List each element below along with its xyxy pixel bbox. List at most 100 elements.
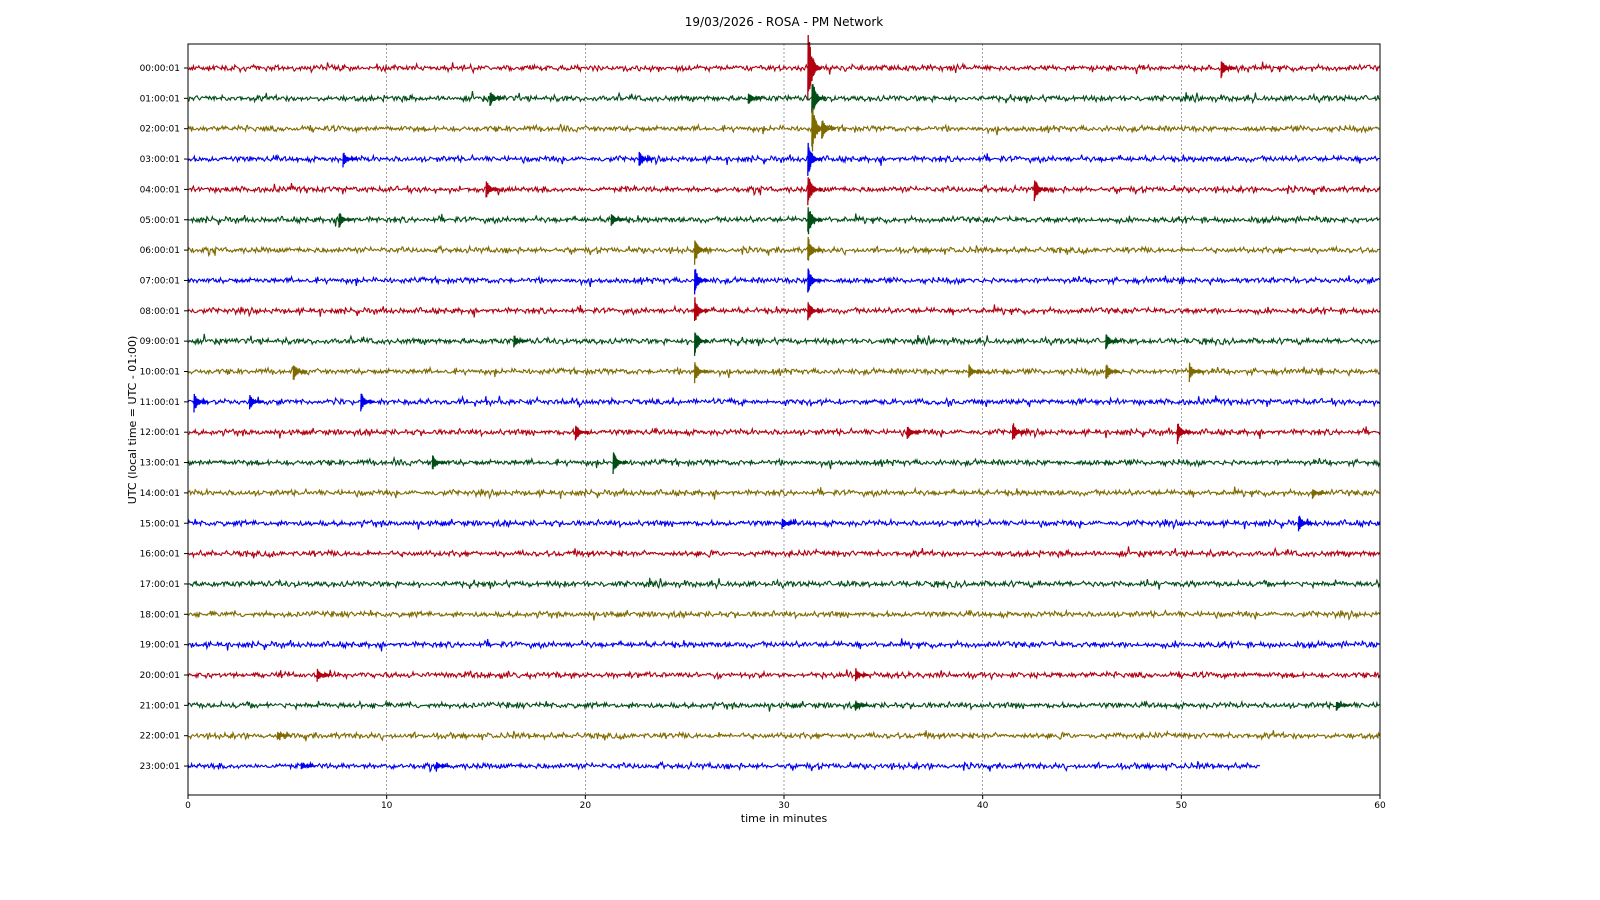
row-time-label: 06:00:01 (140, 246, 180, 256)
x-tick-labels: 0 10 20 30 40 50 60 (185, 795, 1386, 811)
seismic-event (1176, 423, 1192, 445)
trace-row (187, 638, 1380, 652)
seismic-event (276, 731, 292, 740)
trace-row (187, 365, 1380, 379)
row-time-label: 03:00:01 (140, 155, 180, 165)
row-time-label: 01:00:01 (140, 94, 180, 104)
y-axis-label: UTC (local time = UTC - 01:00) (126, 336, 139, 505)
trace-row (188, 729, 1381, 742)
trace-row (188, 486, 1380, 500)
seismic-event (193, 393, 209, 413)
row-time-label: 13:00:01 (140, 459, 180, 469)
x-tick-label: 0 (185, 801, 191, 811)
seismic-event (807, 236, 823, 261)
row-time-label: 11:00:01 (140, 398, 180, 408)
seismic-event (1105, 364, 1121, 379)
row-time-label: 08:00:01 (140, 307, 180, 317)
trace-row (187, 213, 1380, 227)
row-time-label: 10:00:01 (140, 368, 180, 378)
trace-row (187, 91, 1381, 105)
row-time-label: 23:00:01 (140, 762, 180, 772)
seismic-event (316, 668, 332, 682)
seismic-event (513, 335, 529, 348)
seismic-event (435, 762, 451, 771)
seismic-event (693, 269, 710, 295)
trace-row (187, 699, 1380, 712)
trace-row (187, 122, 1380, 136)
seismic-event (1188, 362, 1204, 383)
seismic-event (248, 394, 264, 410)
seismic-event (338, 213, 354, 228)
seismic-event (781, 518, 797, 530)
seismic-event (968, 364, 984, 378)
y-tick-labels: 00:00:01 01:00:01 02:00:01 03:00:01 04:00:01… (140, 64, 188, 772)
seismic-event (1220, 61, 1236, 79)
grid-lines (386, 44, 1182, 795)
trace-row (187, 333, 1380, 348)
trace-row (187, 546, 1381, 559)
seismic-event (693, 240, 710, 265)
row-time-label: 18:00:01 (140, 610, 180, 620)
seismic-event (854, 668, 870, 682)
seismic-traces (187, 34, 1381, 773)
x-tick-label: 40 (977, 801, 989, 811)
x-tick-label: 50 (1176, 801, 1188, 811)
seismic-event (1297, 515, 1314, 532)
row-time-label: 15:00:01 (140, 519, 180, 529)
x-axis-label: time in minutes (741, 812, 828, 825)
row-time-label: 16:00:01 (140, 550, 180, 560)
trace-row (187, 304, 1381, 318)
seismic-event (693, 332, 710, 356)
trace-row (187, 669, 1381, 681)
row-time-label: 22:00:01 (140, 732, 180, 742)
seismic-event (292, 365, 308, 380)
row-time-label: 04:00:01 (140, 185, 180, 195)
seismic-event (574, 425, 590, 441)
seismic-event (431, 455, 447, 470)
seismic-event (360, 393, 376, 412)
seismic-event (693, 297, 710, 322)
seismic-event (1105, 334, 1121, 350)
seismic-event (821, 120, 837, 139)
x-tick-label: 30 (778, 801, 790, 811)
seismic-event (300, 762, 316, 770)
row-time-label: 19:00:01 (140, 641, 180, 651)
seismic-event (612, 452, 628, 475)
trace-row (187, 153, 1380, 166)
seismic-event (342, 152, 358, 168)
row-time-label: 00:00:01 (140, 64, 180, 74)
seismic-event (693, 362, 710, 384)
trace-row (187, 274, 1381, 288)
trace-row (187, 608, 1381, 621)
row-time-label: 20:00:01 (140, 671, 180, 681)
seismic-event (854, 700, 870, 711)
x-tick-label: 10 (381, 801, 393, 811)
seismic-event (807, 34, 823, 101)
row-time-label: 07:00:01 (140, 276, 180, 286)
seismic-event (807, 268, 823, 293)
row-time-label: 05:00:01 (140, 216, 180, 226)
x-tick-label: 60 (1374, 801, 1386, 811)
seismic-event (807, 207, 823, 235)
row-time-label: 17:00:01 (140, 580, 180, 590)
chart-title: 19/03/2026 - ROSA - PM Network (685, 15, 883, 29)
seismic-event (610, 214, 626, 226)
row-time-label: 12:00:01 (140, 428, 180, 438)
seismic-event (1011, 423, 1027, 440)
trace-row (187, 183, 1381, 197)
seismic-event (807, 142, 823, 176)
seismic-event (489, 92, 505, 107)
trace-row (187, 244, 1380, 257)
seismic-event (1335, 701, 1351, 711)
trace-row (188, 61, 1381, 75)
row-time-label: 21:00:01 (140, 701, 180, 711)
row-time-label: 09:00:01 (140, 337, 180, 347)
seismic-event (811, 83, 827, 115)
seismic-event (485, 181, 501, 198)
seismic-event (638, 151, 654, 166)
seismic-event (807, 177, 823, 206)
seismic-event (906, 426, 922, 439)
seismic-event (747, 93, 763, 104)
row-time-label: 14:00:01 (140, 489, 180, 499)
